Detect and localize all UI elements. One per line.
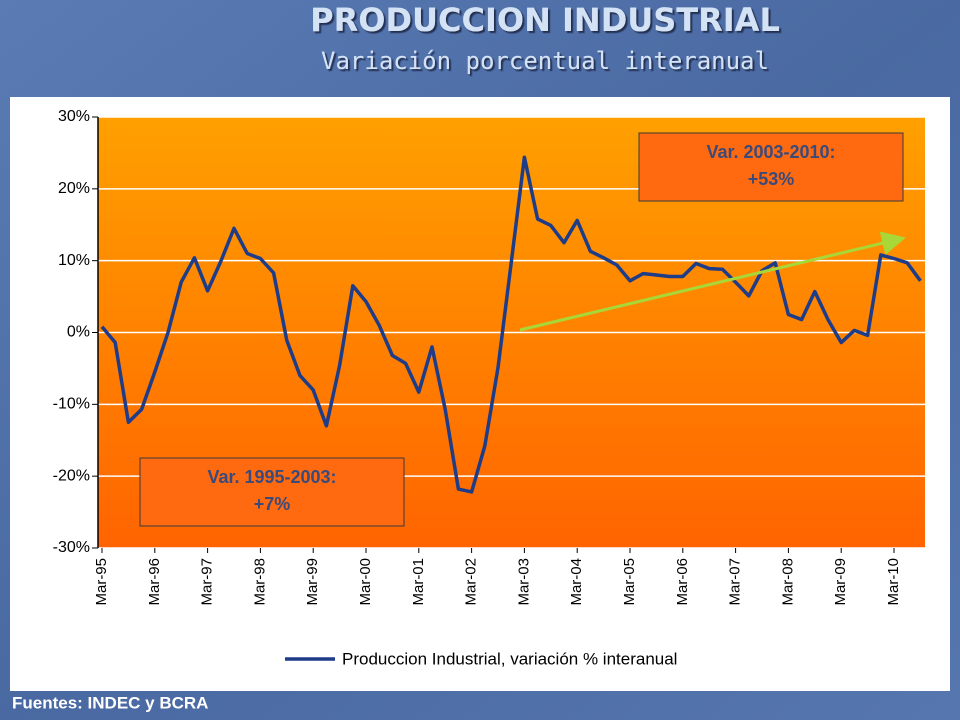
x-tick-label: Mar-10 <box>885 558 902 606</box>
annotation-text: +53% <box>748 169 795 189</box>
series-line <box>100 155 922 494</box>
x-tick-label: Mar-06 <box>674 558 691 606</box>
annotation-box <box>638 132 904 202</box>
x-tick-label: Mar-96 <box>146 558 163 606</box>
annotations: Var. 1995-2003: +7% Var. 2003-2010: +53% <box>139 132 904 527</box>
y-tick-label: 0% <box>67 324 90 341</box>
x-tick-label: Mar-97 <box>199 558 216 606</box>
x-tick-label: Mar-01 <box>410 558 427 606</box>
x-tick-label: Mar-02 <box>463 558 480 606</box>
x-tick-label: Mar-08 <box>779 558 796 606</box>
trend-arrow <box>519 231 906 332</box>
x-tick-label: Mar-98 <box>251 558 268 606</box>
x-tick-label: Mar-09 <box>832 558 849 606</box>
x-tick-label: Mar-99 <box>304 558 321 606</box>
x-tick-label: Mar-05 <box>621 558 638 606</box>
x-tick-label: Mar-00 <box>357 558 374 606</box>
y-tick-label: -30% <box>53 539 90 556</box>
annotation-text: +7% <box>254 494 291 514</box>
annotation-text: Var. 2003-2010: <box>706 142 835 162</box>
grid: -30% -20% -10% 0% 10% 20% 30% Mar-95 Mar-96 Mar-9… <box>53 108 925 668</box>
slide-subtitle: Variación porcentual interanual <box>321 47 769 75</box>
source-note: Fuentes: INDEC y BCRA <box>12 693 208 712</box>
annotation-box <box>139 457 405 527</box>
x-tick-label: Mar-04 <box>568 558 585 606</box>
x-tick-label: Mar-07 <box>727 558 744 606</box>
x-tick-label: Mar-95 <box>93 558 110 606</box>
y-tick-label: -20% <box>53 467 90 484</box>
y-tick-label: 30% <box>58 108 90 125</box>
y-tick-label: -10% <box>53 396 90 413</box>
marks <box>100 155 922 494</box>
annotation-text: Var. 1995-2003: <box>207 467 336 487</box>
x-tick-label: Mar-03 <box>515 558 532 606</box>
legend-label: Produccion Industrial, variación % inter… <box>342 649 677 668</box>
y-tick-label: 20% <box>58 180 90 197</box>
slide-title: PRODUCCION INDUSTRIAL <box>310 1 780 39</box>
y-tick-label: 10% <box>58 252 90 269</box>
